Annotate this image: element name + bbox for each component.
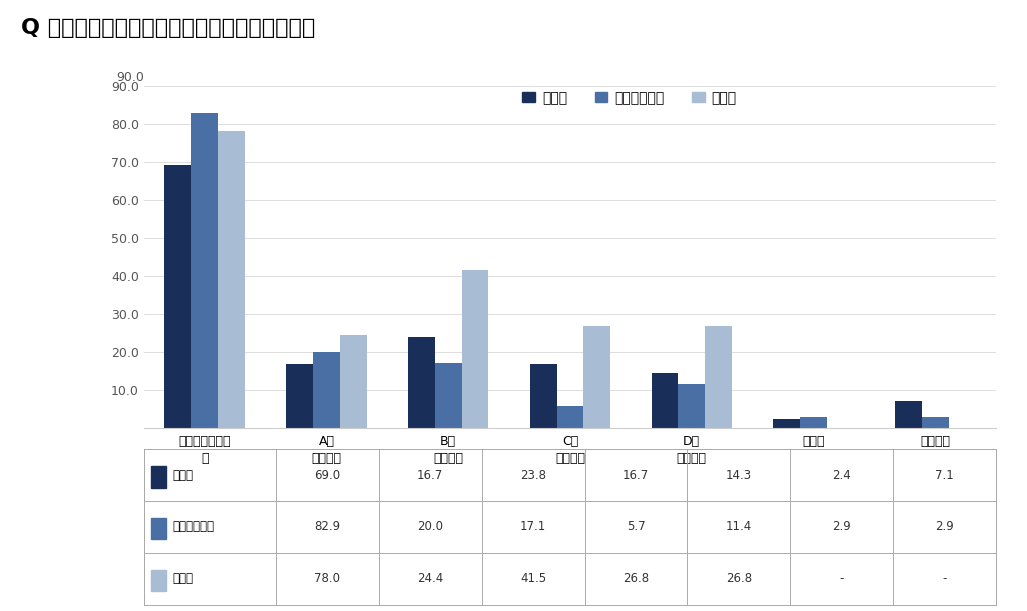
Text: 41.5: 41.5 xyxy=(520,573,546,585)
Text: -: - xyxy=(943,573,947,585)
Bar xyxy=(557,406,583,428)
Bar xyxy=(651,373,679,428)
Bar xyxy=(461,270,489,428)
Text: 11.4: 11.4 xyxy=(726,521,752,533)
Text: 20.0: 20.0 xyxy=(417,521,444,533)
Text: 2.9: 2.9 xyxy=(936,521,954,533)
Text: 26.8: 26.8 xyxy=(726,573,752,585)
Bar xyxy=(408,337,434,428)
Text: 16.7: 16.7 xyxy=(417,469,444,481)
Bar xyxy=(922,417,949,428)
Bar xyxy=(287,364,313,428)
Text: 24.4: 24.4 xyxy=(417,573,444,585)
Legend: 近場派, 帰省＆国内派, 海外派: 近場派, 帰省＆国内派, 海外派 xyxy=(517,86,743,111)
Bar xyxy=(164,166,191,428)
Text: 16.7: 16.7 xyxy=(623,469,649,481)
Bar xyxy=(773,419,800,428)
Text: 82.9: 82.9 xyxy=(314,521,340,533)
Text: 69.0: 69.0 xyxy=(314,469,340,481)
Text: 2.4: 2.4 xyxy=(833,469,851,481)
Bar xyxy=(530,364,557,428)
Bar xyxy=(340,335,367,428)
Text: 26.8: 26.8 xyxy=(623,573,649,585)
Text: 7.1: 7.1 xyxy=(936,469,954,481)
Bar xyxy=(191,112,218,428)
Bar xyxy=(800,417,827,428)
Bar xyxy=(218,131,244,428)
Bar xyxy=(896,401,922,428)
Text: -: - xyxy=(840,573,844,585)
Text: 17.1: 17.1 xyxy=(520,521,546,533)
Bar xyxy=(583,326,610,428)
Text: 5.7: 5.7 xyxy=(626,521,645,533)
Text: 帰省＆国内派: 帰省＆国内派 xyxy=(173,521,215,533)
Bar xyxy=(679,384,706,428)
Text: 78.0: 78.0 xyxy=(314,573,340,585)
Bar xyxy=(151,569,166,591)
Bar xyxy=(434,363,461,428)
Bar xyxy=(706,326,732,428)
Text: 90.0: 90.0 xyxy=(116,71,144,84)
Text: 2.9: 2.9 xyxy=(833,521,851,533)
Bar xyxy=(151,518,166,540)
Bar xyxy=(313,352,340,428)
Text: Q 今後利用したいうがい薬を教えてください。: Q 今後利用したいうがい薬を教えてください。 xyxy=(21,18,315,38)
Text: 近場派: 近場派 xyxy=(173,469,194,481)
Text: 23.8: 23.8 xyxy=(520,469,546,481)
Bar xyxy=(151,466,166,488)
Text: 海外派: 海外派 xyxy=(173,573,194,585)
Text: 14.3: 14.3 xyxy=(726,469,752,481)
